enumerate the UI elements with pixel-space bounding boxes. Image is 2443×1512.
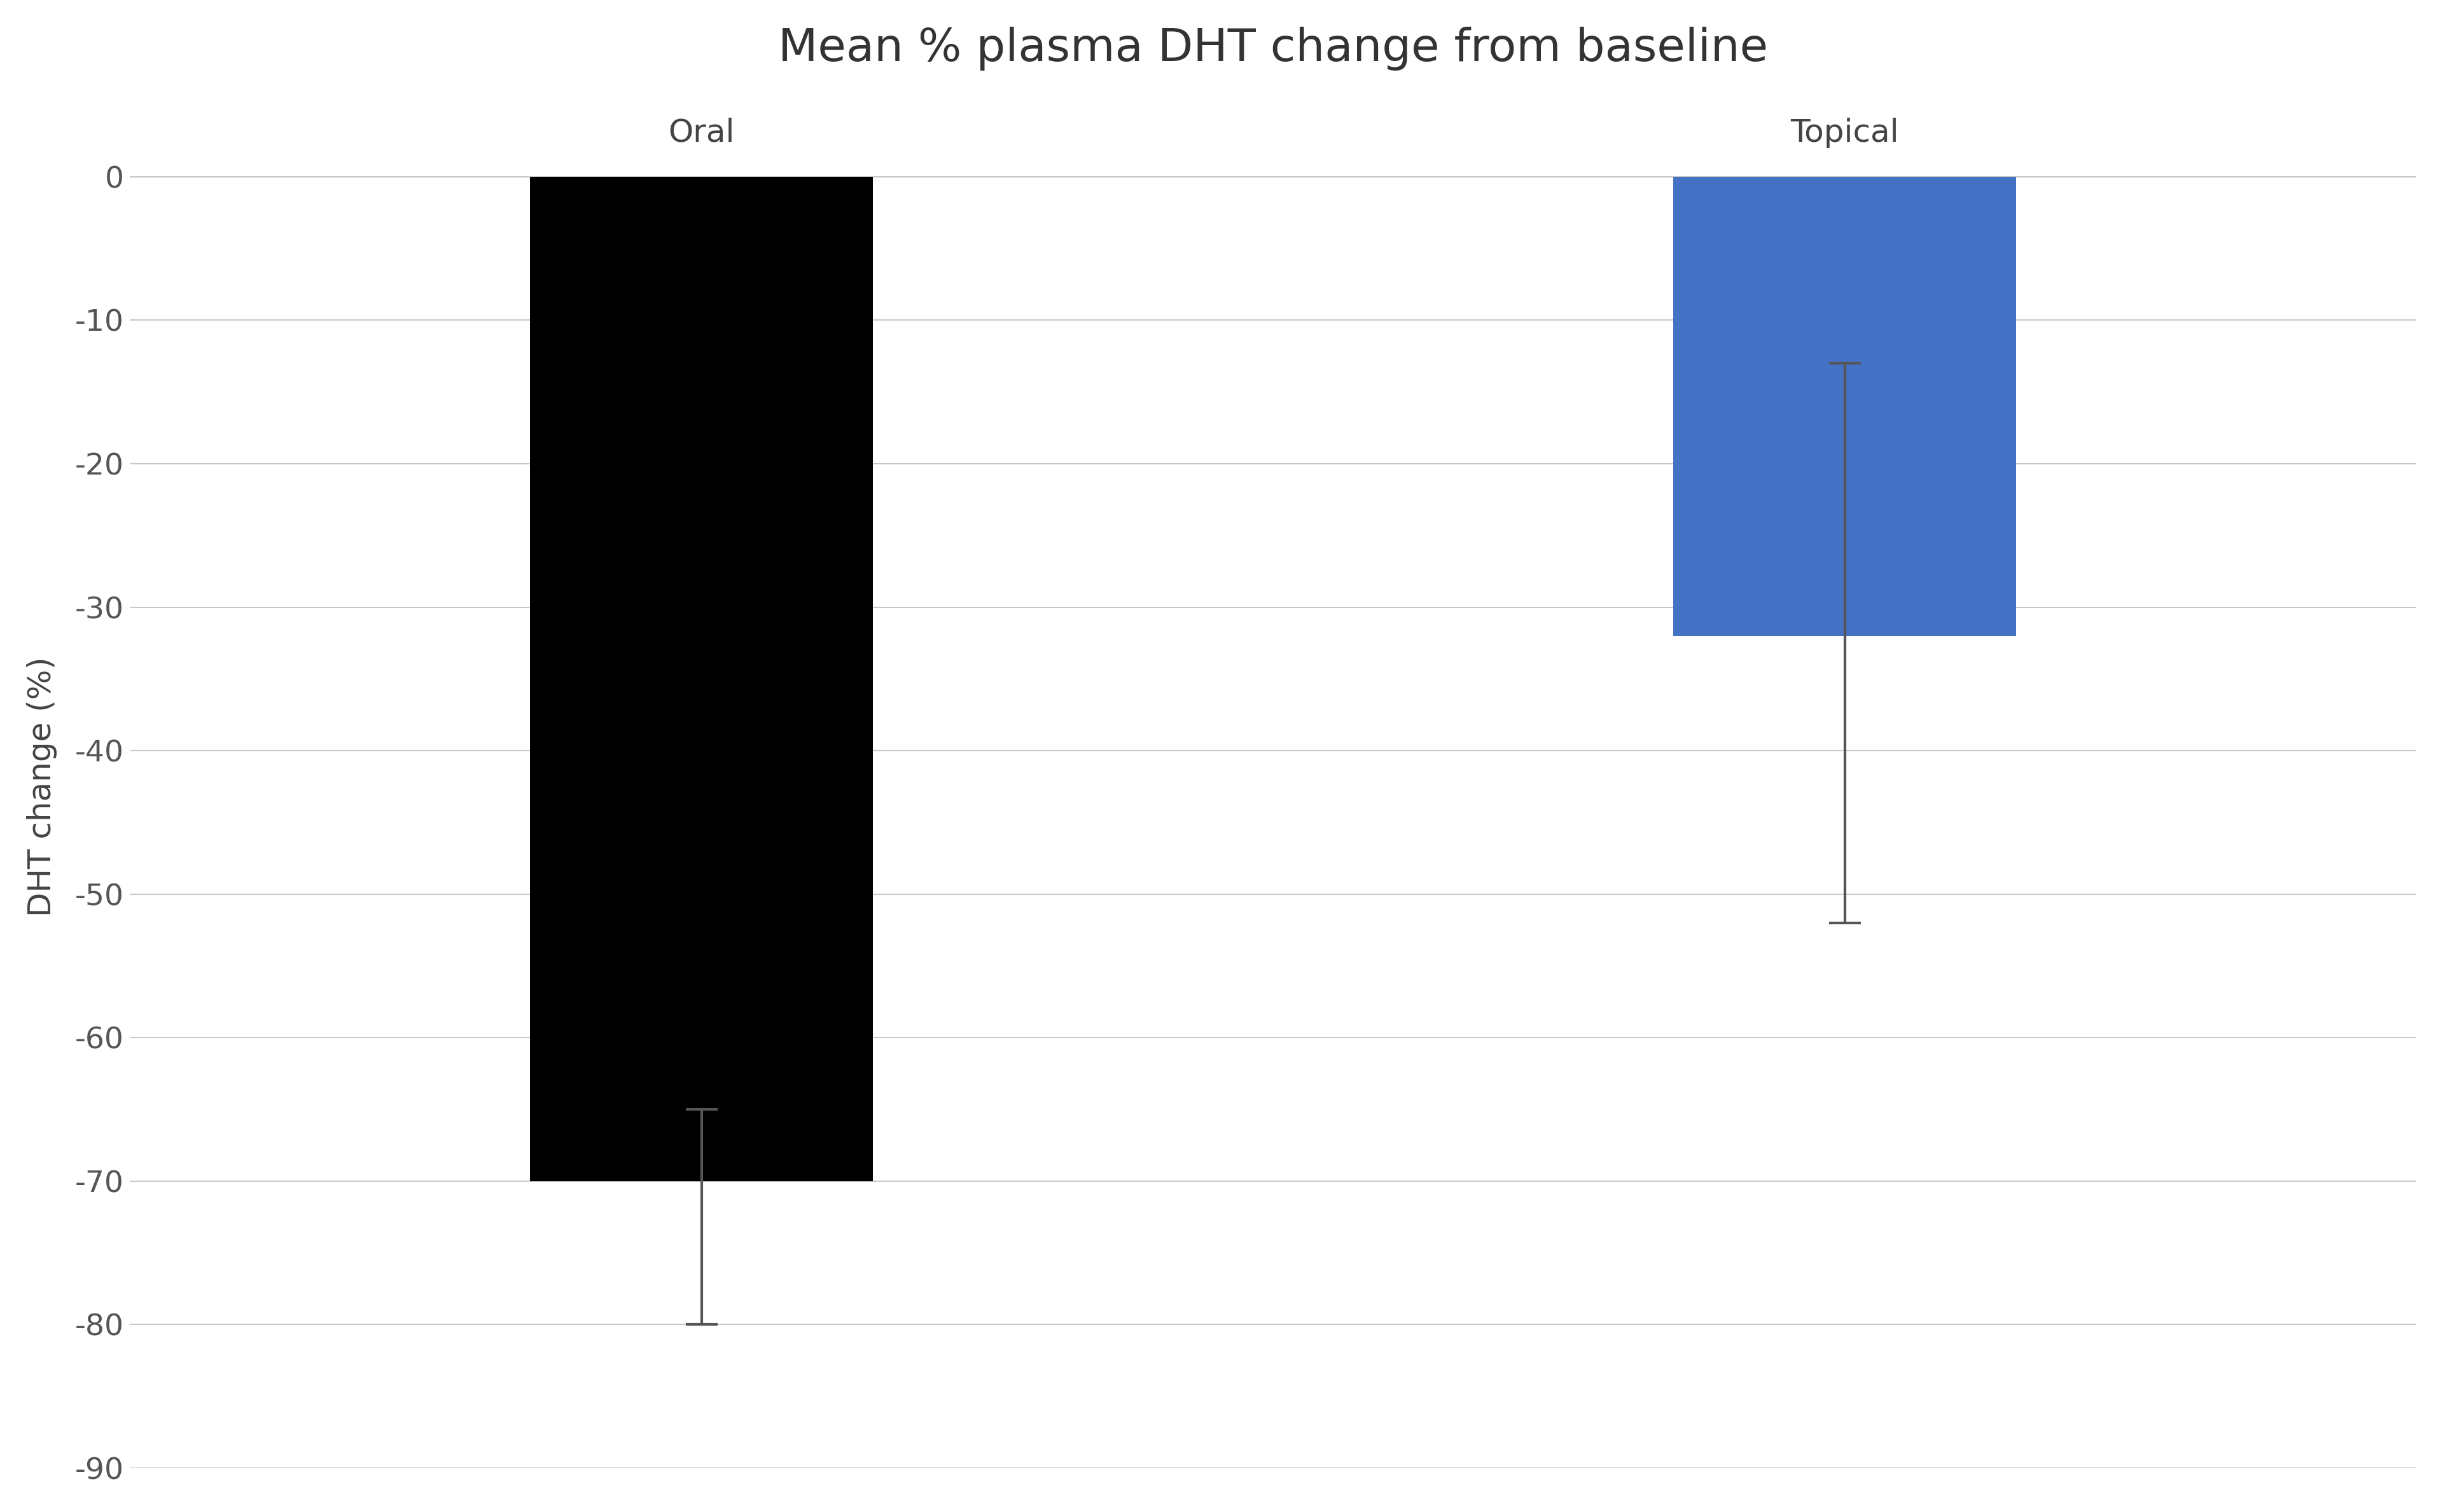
Text: Topical: Topical	[1791, 118, 1898, 148]
Bar	[1673, 177, 2015, 637]
Bar	[530, 177, 872, 1181]
Text: Oral: Oral	[669, 118, 735, 148]
Title: Mean % plasma DHT change from baseline: Mean % plasma DHT change from baseline	[779, 27, 1769, 71]
Y-axis label: DHT change (%): DHT change (%)	[27, 656, 56, 916]
